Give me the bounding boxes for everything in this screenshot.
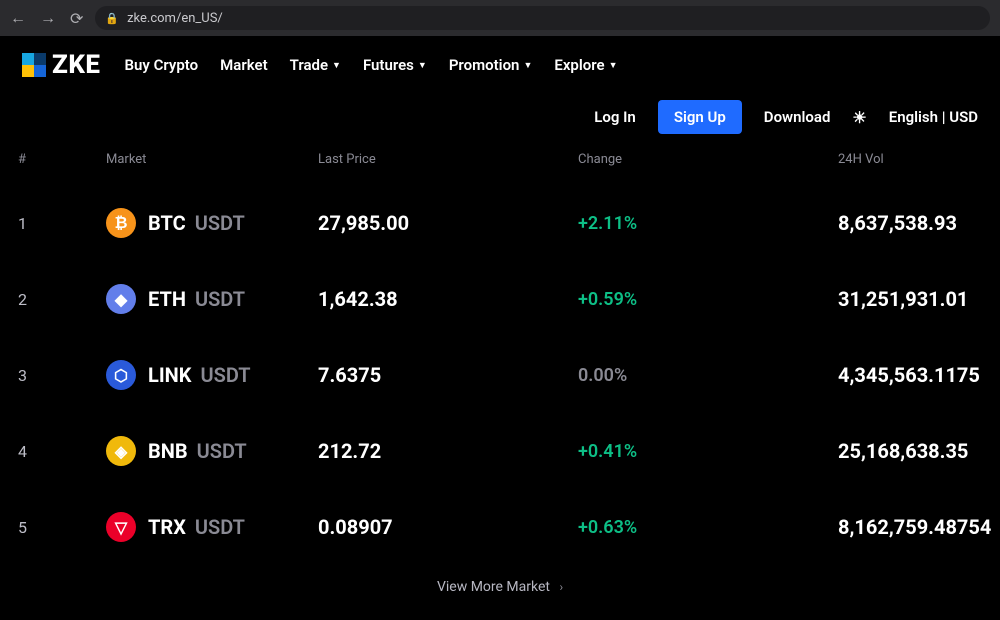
table-row[interactable]: 4 ◈ BNB USDT 212.72+0.41%25,168,638.35 bbox=[18, 413, 982, 489]
nav-item-promotion[interactable]: Promotion▼ bbox=[449, 56, 533, 74]
theme-toggle-icon[interactable]: ☀ bbox=[852, 108, 866, 127]
nav-item-label: Explore bbox=[554, 56, 604, 74]
chevron-down-icon: ▼ bbox=[418, 60, 427, 71]
trx-icon: ▽ bbox=[106, 512, 136, 542]
quote: USDT bbox=[196, 363, 251, 387]
cell-change: +0.59% bbox=[578, 289, 838, 310]
table-row[interactable]: 1 ₿ BTC USDT 27,985.00+2.11%8,637,538.93 bbox=[18, 185, 982, 261]
cell-change: +2.11% bbox=[578, 213, 838, 234]
lock-icon: 🔒 bbox=[105, 12, 119, 25]
cell-price: 27,985.00 bbox=[318, 211, 578, 235]
table-row[interactable]: 5▽TRX USDT0.08907+0.63%8,162,759.48754 bbox=[18, 489, 982, 565]
nav-item-futures[interactable]: Futures ▼ bbox=[363, 56, 427, 74]
table-row[interactable]: 3 ⬡ LINK USDT 7.63750.00%4,345,563.1175 bbox=[18, 337, 982, 413]
nav-item-label: Futures bbox=[363, 56, 414, 74]
cell-volume: 4,345,563.1175 bbox=[838, 363, 982, 387]
nav-item-explore[interactable]: Explore ▼ bbox=[554, 56, 617, 74]
view-more-label: View More Market bbox=[437, 579, 550, 595]
nav-item-market[interactable]: Market bbox=[220, 56, 267, 74]
forward-icon[interactable]: → bbox=[40, 8, 56, 28]
cell-volume: 8,637,538.93 bbox=[838, 211, 982, 235]
login-button[interactable]: Log In bbox=[594, 108, 636, 126]
quote: USDT bbox=[190, 515, 245, 539]
symbol: BTC bbox=[148, 211, 186, 235]
chevron-down-icon: ▼ bbox=[523, 60, 532, 71]
view-more-button[interactable]: View More Market › bbox=[18, 565, 982, 609]
brand-name: ZKE bbox=[52, 50, 101, 80]
browser-chrome: ← → ⟳ 🔒 zke.com/en_US/ bbox=[0, 0, 1000, 36]
table-row[interactable]: 2 ◆ ETH USDT 1,642.38+0.59%31,251,931.01 bbox=[18, 261, 982, 337]
link-icon: ⬡ bbox=[106, 360, 136, 390]
cell-change: +0.41% bbox=[578, 441, 838, 462]
cell-change: +0.63% bbox=[578, 517, 838, 538]
cell-price: 1,642.38 bbox=[318, 287, 578, 311]
chevron-down-icon: ▼ bbox=[332, 60, 341, 71]
language-selector[interactable]: English | USD bbox=[889, 108, 978, 126]
cell-volume: 31,251,931.01 bbox=[838, 287, 982, 311]
cell-market: ₿ BTC USDT bbox=[58, 208, 318, 238]
eth-icon: ◆ bbox=[106, 284, 136, 314]
col-rank: # bbox=[18, 152, 58, 167]
symbol: BNB bbox=[148, 439, 188, 463]
symbol: ETH bbox=[148, 287, 186, 311]
cell-market: ◈ BNB USDT bbox=[58, 436, 318, 466]
topbar: ZKE Buy CryptoMarketTrade▼Futures▼Promot… bbox=[0, 36, 1000, 94]
cell-rank: 3 bbox=[18, 366, 58, 385]
col-price: Last Price bbox=[318, 152, 578, 167]
page: ZKE Buy CryptoMarketTrade▼Futures▼Promot… bbox=[0, 36, 1000, 609]
cell-price: 7.6375 bbox=[318, 363, 578, 387]
browser-nav: ← → ⟳ bbox=[10, 8, 83, 28]
col-change: Change bbox=[578, 152, 838, 167]
chevron-right-icon: › bbox=[559, 580, 563, 594]
cell-market: ◆ ETH USDT bbox=[58, 284, 318, 314]
cell-volume: 8,162,759.48754 bbox=[838, 515, 991, 539]
url-bar[interactable]: 🔒 zke.com/en_US/ bbox=[95, 6, 990, 30]
cell-market: ⬡ LINK USDT bbox=[58, 360, 318, 390]
cell-price: 212.72 bbox=[318, 439, 578, 463]
table-header: # Market Last Price Change 24H Vol bbox=[18, 144, 982, 185]
symbol: LINK bbox=[148, 363, 192, 387]
nav-item-trade[interactable]: Trade ▼ bbox=[290, 56, 341, 74]
col-market: Market bbox=[58, 152, 318, 167]
nav-item-label: Trade bbox=[290, 56, 328, 74]
logo[interactable]: ZKE bbox=[22, 50, 101, 80]
bnb-icon: ◈ bbox=[106, 436, 136, 466]
logo-mark-icon bbox=[22, 53, 46, 77]
nav-item-label: Buy Crypto bbox=[125, 56, 199, 74]
cell-price: 0.08907 bbox=[318, 515, 578, 539]
nav-item-label: Promotion bbox=[449, 56, 520, 74]
btc-icon: ₿ bbox=[106, 208, 136, 238]
action-bar: Log In Sign Up Download ☀ English | USD bbox=[0, 94, 1000, 144]
main-nav: Buy CryptoMarketTrade▼Futures▼Promotion▼… bbox=[125, 56, 618, 74]
signup-button[interactable]: Sign Up bbox=[658, 100, 742, 134]
cell-market: ▽ TRX USDT bbox=[58, 512, 318, 542]
reload-icon[interactable]: ⟳ bbox=[70, 9, 83, 28]
nav-item-buy-crypto[interactable]: Buy Crypto bbox=[125, 56, 199, 74]
cell-rank: 1 bbox=[18, 214, 58, 233]
cell-volume: 25,168,638.35 bbox=[838, 439, 982, 463]
cell-change: 0.00% bbox=[578, 365, 838, 386]
quote: USDT bbox=[192, 439, 247, 463]
cell-rank: 2 bbox=[18, 290, 58, 309]
col-vol: 24H Vol bbox=[838, 152, 982, 167]
cell-rank: 5 bbox=[18, 518, 58, 537]
download-button[interactable]: Download bbox=[764, 108, 831, 126]
back-icon[interactable]: ← bbox=[10, 8, 26, 28]
cell-rank: 4 bbox=[18, 442, 58, 461]
quote: USDT bbox=[190, 211, 245, 235]
market-table: # Market Last Price Change 24H Vol 1 ₿ BTC… bbox=[0, 144, 1000, 609]
url-text: zke.com/en_US/ bbox=[127, 11, 223, 26]
quote: USDT bbox=[190, 287, 245, 311]
symbol: TRX bbox=[148, 515, 186, 539]
nav-item-label: Market bbox=[220, 56, 267, 74]
chevron-down-icon: ▼ bbox=[609, 60, 618, 71]
